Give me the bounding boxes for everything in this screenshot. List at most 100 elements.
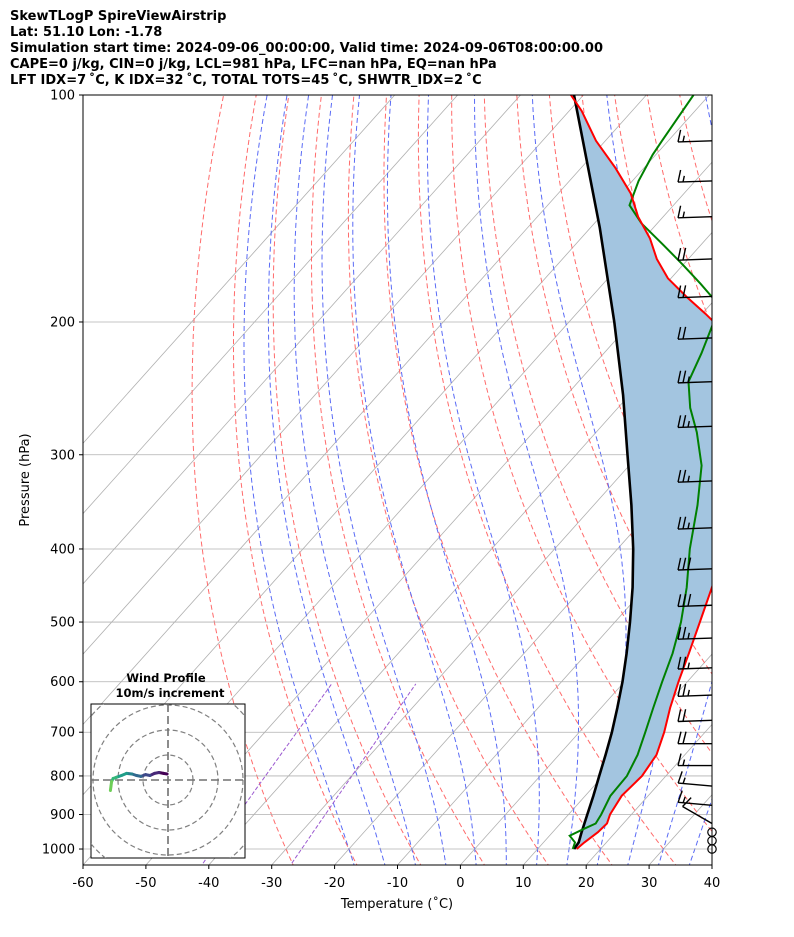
dry-adiabat: [311, 95, 486, 865]
wind-barb-flag: [677, 205, 682, 219]
y-tick-label: 200: [50, 315, 75, 330]
y-tick-label: 800: [50, 769, 75, 784]
wind-barb-flag: [677, 129, 682, 143]
x-tick-label: -10: [387, 876, 408, 891]
isotherm-line: [83, 95, 458, 515]
hodograph: Wind Profile 10m/s increment: [90, 671, 246, 859]
wind-barbs: [677, 129, 717, 854]
wind-barb-flag: [682, 469, 687, 483]
isotherm-line: [83, 95, 521, 585]
isotherm-line: [397, 513, 712, 865]
dry-adiabat: [347, 95, 549, 865]
temperature-line: [570, 95, 712, 850]
hodograph-subtitle: 10m/s increment: [116, 686, 225, 700]
chart-title: SkewTLogP SpireViewAirstrip: [10, 9, 227, 24]
wind-barb-half-flag: [687, 376, 690, 383]
x-axis-label: Temperature (˚C): [340, 896, 453, 912]
x-tick-label: 20: [578, 876, 595, 891]
wind-barb-flag: [677, 684, 682, 697]
wind-barb-flag: [687, 593, 692, 607]
x-tick-label: -40: [198, 876, 219, 891]
wind-barb-flag: [677, 709, 682, 722]
wind-barb-half-flag: [687, 522, 690, 529]
wind-barb-flag: [677, 656, 682, 670]
y-axis-label: Pressure (hPa): [18, 433, 33, 526]
wind-barb-flag: [682, 370, 687, 383]
dewpoint-line: [568, 95, 712, 850]
axes: -60 -50 -40 -30 -20 -10 0 10 20 30 40 1000 900 800 700…: [42, 89, 720, 892]
moist-adiabat: [719, 95, 794, 868]
wind-barb-half-flag: [682, 777, 686, 784]
dry-adiabat: [272, 95, 422, 865]
wind-barb-flag: [677, 469, 682, 483]
dry-adiabat: [745, 95, 794, 868]
y-tick-label: 100: [50, 89, 75, 104]
moist-adiabat: [267, 95, 386, 865]
parcel-profile-line: [572, 95, 635, 850]
dry-adiabat: [383, 95, 613, 865]
wind-barb-half-flag: [687, 632, 690, 640]
cape-fill-area: [570, 95, 712, 849]
hodograph-segment: [108, 784, 113, 792]
moist-adiabat: [386, 95, 507, 865]
wind-barb-flag: [682, 247, 687, 261]
isotherm-line: [460, 583, 712, 865]
wind-barb-flag: [682, 709, 687, 722]
isotherm-line: [271, 372, 712, 865]
wind-barb-half-flag: [682, 175, 685, 183]
wind-barb-staff: [682, 805, 713, 825]
wind-barb-flag: [682, 594, 687, 607]
x-tick-label: 30: [641, 876, 658, 891]
isotherm-line: [585, 723, 712, 865]
time-label: Simulation start time: 2024-09-06_00:00:…: [10, 41, 603, 56]
index-params: LFT IDX=7 ˚C, K IDX=32 ˚C, TOTAL TOTS=45…: [10, 73, 482, 88]
y-tick-label: 600: [50, 675, 75, 690]
x-tick-label: 40: [704, 876, 721, 891]
wind-barb-flag: [677, 557, 682, 571]
x-tick-label: 0: [456, 876, 464, 891]
isotherm-line: [711, 864, 712, 865]
moist-adiabat: [321, 95, 447, 865]
x-tick-label: 10: [515, 876, 532, 891]
wind-barb-flag: [677, 169, 682, 183]
dry-adiabat: [451, 95, 712, 833]
moist-adiabat: [426, 95, 540, 865]
isotherm-line: [83, 95, 584, 655]
wind-barb-flag: [682, 326, 687, 340]
x-tick-label: -30: [261, 876, 282, 891]
mixing-ratio-line: [201, 683, 333, 865]
hodograph-title: Wind Profile: [126, 671, 206, 685]
dry-adiabat: [548, 95, 712, 594]
wind-barb-flag: [677, 285, 682, 298]
profile-lines: [568, 95, 712, 850]
wind-barb-flag: [682, 683, 687, 697]
wind-barb-flag: [682, 656, 687, 669]
wind-barb-half-flag: [682, 759, 686, 766]
wind-barb-flag: [677, 753, 682, 766]
calm-wind-circle: [707, 827, 717, 838]
y-tick-label: 300: [50, 448, 75, 463]
wind-barb-half-flag: [687, 475, 690, 482]
wind-barb-flag: [682, 415, 687, 428]
wind-barb-half-flag: [682, 135, 685, 142]
wind-barb-flag: [677, 415, 682, 428]
y-tick-label: 1000: [42, 843, 75, 858]
cape-shading: [570, 95, 712, 849]
wind-barb-flag: [677, 326, 682, 340]
wind-barb-flag: [687, 557, 692, 570]
moist-adiabat: [474, 95, 579, 865]
hodograph-plot: [91, 704, 245, 858]
moist-adiabat: [531, 95, 627, 865]
wind-barb-flag: [677, 370, 682, 384]
wind-barb-flag: [682, 516, 687, 529]
wind-barb-flag: [677, 771, 683, 784]
chart-title-block: SkewTLogP SpireViewAirstrip Lat: 51.10 L…: [10, 9, 603, 89]
isotherm-line: [208, 302, 712, 865]
y-tick-label: 900: [50, 808, 75, 823]
wind-barb-half-flag: [687, 689, 690, 697]
moist-adiabat: [352, 95, 477, 865]
wind-barb-flag: [682, 285, 687, 298]
wind-barb-flag: [677, 731, 682, 744]
moist-adiabat: [243, 95, 355, 865]
